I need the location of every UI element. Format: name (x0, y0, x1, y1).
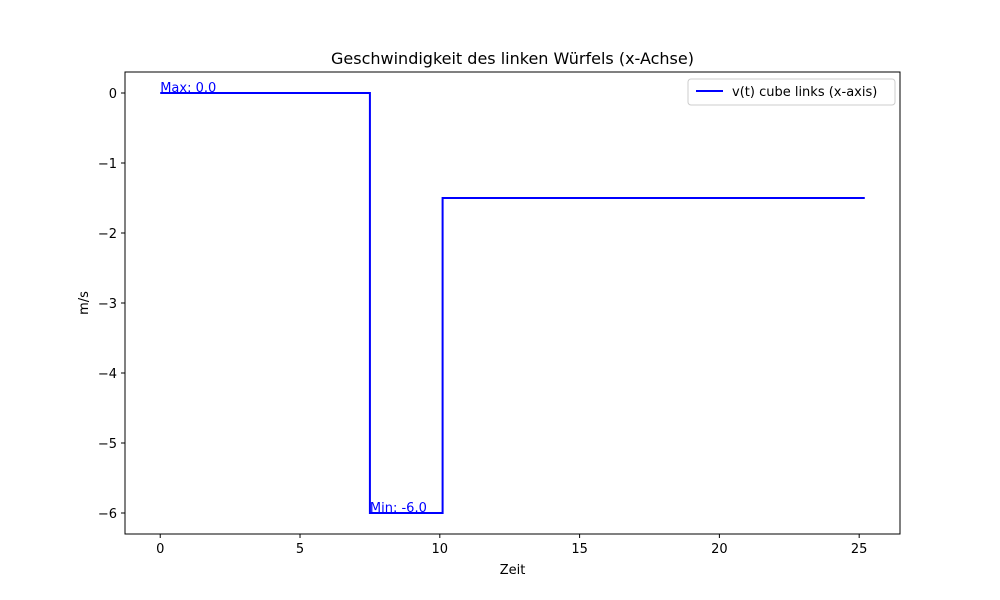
legend: v(t) cube links (x-axis) (687, 78, 896, 106)
y-tick-label: −1 (98, 157, 117, 172)
x-tick-label: 15 (571, 542, 588, 557)
x-tick-label: 5 (296, 542, 304, 557)
x-tick-label: 25 (851, 542, 868, 557)
y-tick-label: −4 (98, 367, 117, 382)
x-tick-label: 20 (711, 542, 728, 557)
chart-title: Geschwindigkeit des linken Würfels (x-Ac… (331, 49, 694, 68)
y-tick-label: 0 (109, 87, 117, 102)
legend-label: v(t) cube links (x-axis) (732, 85, 877, 100)
x-tick-label: 10 (432, 542, 449, 557)
y-tick-label: −6 (98, 507, 117, 522)
series-line-0 (160, 92, 865, 514)
y-tick-label: −2 (98, 227, 117, 242)
plot-area: Max: 0.0 Min: -6.0 0 5 10 15 20 25 0 −1 −2 −3 −4 −5 −6 (98, 71, 901, 557)
annotation-0: Max: 0.0 (160, 81, 216, 96)
legend-frame (687, 78, 896, 106)
x-axis-label: Zeit (500, 563, 526, 578)
x-tick-label: 0 (156, 542, 164, 557)
annotation-1: Min: -6.0 (370, 501, 427, 516)
y-tick-label: −5 (98, 437, 117, 452)
y-axis-label: m/s (77, 291, 92, 315)
y-tick-label: −3 (98, 297, 117, 312)
